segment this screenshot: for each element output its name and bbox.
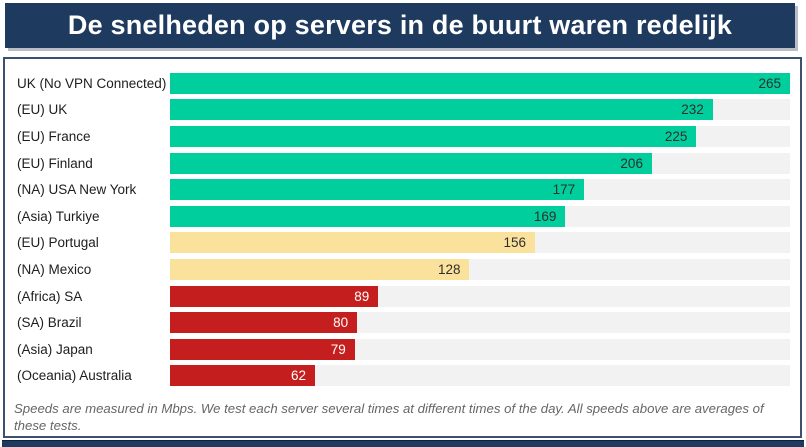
bar-track: 156 (170, 232, 790, 254)
bar-track: 206 (170, 152, 790, 174)
bar-label: (Oceania) Australia (17, 368, 132, 384)
bar-row: UK (No VPN Connected) 265 (5, 70, 800, 97)
bar-value: 128 (437, 261, 461, 277)
bar-row: (NA) Mexico 128 (5, 256, 800, 283)
bar-row: (Asia) Japan 79 (5, 336, 800, 363)
bar-label: UK (No VPN Connected) (17, 75, 167, 91)
chart-title: De snelheden op servers in de buurt ware… (67, 10, 733, 40)
bar-track: 225 (170, 125, 790, 147)
bar-label: (Asia) Turkiye (17, 208, 100, 224)
bar-label: (Asia) Japan (17, 341, 93, 357)
bar-value: 156 (503, 235, 526, 251)
bar: 80 (170, 312, 358, 334)
bar-value: 232 (681, 102, 704, 118)
bar: 265 (170, 72, 790, 94)
bar-label: (EU) Portugal (17, 235, 99, 251)
bar: 177 (170, 179, 585, 201)
bar-track: 62 (170, 365, 790, 387)
bar-value: 169 (533, 208, 557, 224)
footer-note: Speeds are measured in Mbps. We test eac… (14, 400, 764, 433)
bar-row: (Oceania) Australia 62 (5, 363, 800, 390)
bar-track: 169 (170, 205, 790, 227)
bar: 79 (170, 338, 355, 360)
bar-label: (EU) UK (17, 102, 68, 118)
bar-row: (EU) UK 232 (5, 97, 800, 124)
bar: 232 (170, 99, 713, 121)
bar-value: 80 (333, 315, 349, 331)
bar-row: (EU) Portugal 156 (5, 230, 800, 257)
bar-label: (Africa) SA (17, 288, 83, 304)
bottom-strip (2, 440, 804, 447)
bar-row: (Africa) SA 89 (5, 283, 800, 310)
chart-card: UK (No VPN Connected) 265 (EU) UK 232 (EU) F… (3, 57, 802, 438)
bar-track: 265 (170, 72, 790, 94)
bar-row: (EU) Finland 206 (5, 150, 800, 177)
bar: 62 (170, 365, 316, 387)
bar-value: 62 (291, 368, 307, 384)
bar-value: 206 (620, 155, 643, 171)
bar-label: (SA) Brazil (17, 315, 82, 331)
bar: 169 (170, 205, 566, 227)
bar: 206 (170, 152, 652, 174)
bar-label: (EU) Finland (17, 155, 93, 171)
chart-title-bar: De snelheden op servers in de buurt ware… (5, 3, 795, 48)
bar: 156 (170, 232, 535, 254)
bar-track: 80 (170, 312, 790, 334)
bar-track: 177 (170, 179, 790, 201)
bar-label: (NA) USA New York (17, 182, 137, 198)
bar-rows: UK (No VPN Connected) 265 (EU) UK 232 (EU) F… (5, 70, 800, 389)
bar-track: 89 (170, 285, 790, 307)
bar: 89 (170, 285, 379, 307)
bar-label: (EU) France (17, 128, 91, 144)
bar-track: 232 (170, 99, 790, 121)
bar-value: 265 (758, 75, 781, 91)
bar-label: (NA) Mexico (17, 261, 92, 277)
bar-value: 89 (354, 288, 370, 304)
bar-value: 79 (330, 341, 346, 357)
bar-row: (EU) France 225 (5, 123, 800, 150)
bar-row: (Asia) Turkiye 169 (5, 203, 800, 230)
bar-track: 128 (170, 258, 790, 280)
bar: 128 (170, 258, 470, 280)
bar-value: 225 (664, 128, 688, 144)
bar: 225 (170, 125, 697, 147)
bar-row: (SA) Brazil 80 (5, 309, 800, 336)
bar-track: 79 (170, 338, 790, 360)
bar-value: 177 (552, 182, 576, 198)
bar-row: (NA) USA New York 177 (5, 176, 800, 203)
